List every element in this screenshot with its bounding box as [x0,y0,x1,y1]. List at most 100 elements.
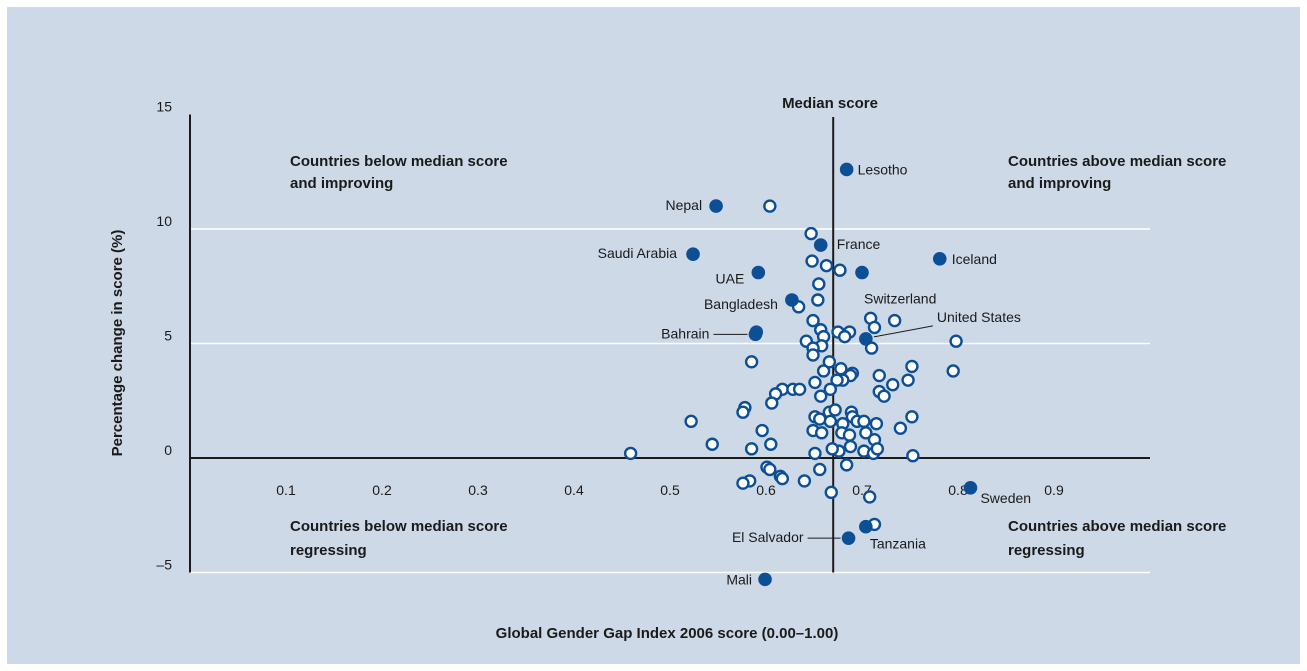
highlighted-point [813,238,828,252]
data-point [862,490,877,504]
data-point [816,364,831,378]
data-point [764,437,778,451]
highlighted-point [748,327,763,342]
point-label: Bangladesh [704,296,778,312]
y-tick-label: 10 [156,213,172,229]
data-point [859,426,873,440]
median-score-label: Median score [782,95,878,112]
point-label: Saudi Arabia [598,245,678,261]
quadrant-bottom-right-line1: Countries above median score [1008,518,1226,535]
chart-panel [7,7,1300,664]
data-point [825,442,839,456]
y-tick-label: 5 [164,328,172,344]
data-point [901,373,915,387]
quadrant-top-right-line1: Countries above median score [1008,153,1226,170]
data-point [763,462,777,477]
data-point [905,359,919,374]
point-label: UAE [716,271,745,287]
x-axis-label: Global Gender Gap Index 2006 score (0.00… [496,625,839,642]
label-leader-line [873,325,933,338]
data-point [744,442,759,456]
data-point [872,368,886,383]
data-point [823,414,838,429]
data-point [886,378,900,392]
data-point [838,329,852,344]
quadrant-bottom-left-line1: Countries below median score [290,518,508,535]
data-point [870,442,885,456]
highlighted-point [841,531,856,545]
point-label: Sweden [980,490,1031,506]
data-point [813,462,827,477]
x-tick-label: 0.2 [372,482,392,498]
data-point [842,428,857,442]
highlighted-point [859,332,873,346]
highlighted-point [686,247,700,261]
data-point [797,474,812,488]
data-point [736,476,750,490]
data-point [806,348,820,362]
point-label: France [837,236,881,252]
highlighted-point [855,265,869,280]
highlighted-point [758,572,772,587]
x-tick-label: 0.3 [468,482,488,498]
data-point [705,437,719,451]
data-points [623,162,978,587]
quadrant-top-right-line2: and improving [1008,175,1111,192]
point-label: Nepal [665,197,702,213]
quadrant-bottom-right-line2: regressing [1008,542,1085,559]
highlighted-point [709,199,723,213]
data-point [744,355,759,369]
data-point [808,446,822,461]
data-point [839,458,854,472]
data-point [946,364,960,378]
y-tick-label: –5 [156,557,172,573]
data-point [755,423,769,438]
highlighted-point [751,265,766,280]
y-tick-label: 0 [164,442,172,458]
data-point [869,416,884,431]
data-point [893,421,908,435]
highlighted-point [839,162,854,177]
data-point [812,277,826,291]
y-tick-label: 15 [156,99,172,115]
data-point [819,258,834,273]
data-point [830,373,844,387]
data-point [763,199,777,213]
data-point [814,426,829,440]
data-point [949,334,963,348]
data-point [843,439,858,454]
data-point [811,293,825,307]
data-point [805,254,819,268]
point-label: Lesotho [858,161,908,177]
x-tick-labels: 0.1 0.2 0.3 0.4 0.5 0.6 0.7 0.8 0.9 [276,482,1064,498]
point-label: Mali [726,571,752,587]
data-point [765,396,779,410]
point-labels: Lesotho Nepal Saudi Arabia France Iceland UAE… [598,161,1031,587]
x-tick-label: 0.8 [948,482,968,498]
x-tick-label: 0.5 [660,482,680,498]
data-point [684,414,698,429]
gridlines [190,228,1150,574]
data-point [813,412,827,426]
highlighted-point [859,519,873,534]
quadrant-bottom-left-line2: regressing [290,542,367,559]
x-tick-label: 0.1 [276,482,296,498]
data-point [792,382,807,396]
data-point [864,341,879,355]
data-point [623,446,638,461]
data-point [824,485,838,500]
point-label: Iceland [952,251,997,267]
data-point [828,403,842,417]
quadrant-top-left-line1: Countries below median score [290,153,508,170]
quadrant-top-left-line2: and improving [290,175,393,192]
highlighted-point [785,293,799,307]
point-label: Switzerland [864,291,936,307]
x-tick-label: 0.9 [1044,482,1064,498]
data-point [887,313,902,328]
label-leader-lines [713,325,933,539]
data-point [877,389,891,403]
data-point [823,382,838,396]
data-point [905,410,919,424]
